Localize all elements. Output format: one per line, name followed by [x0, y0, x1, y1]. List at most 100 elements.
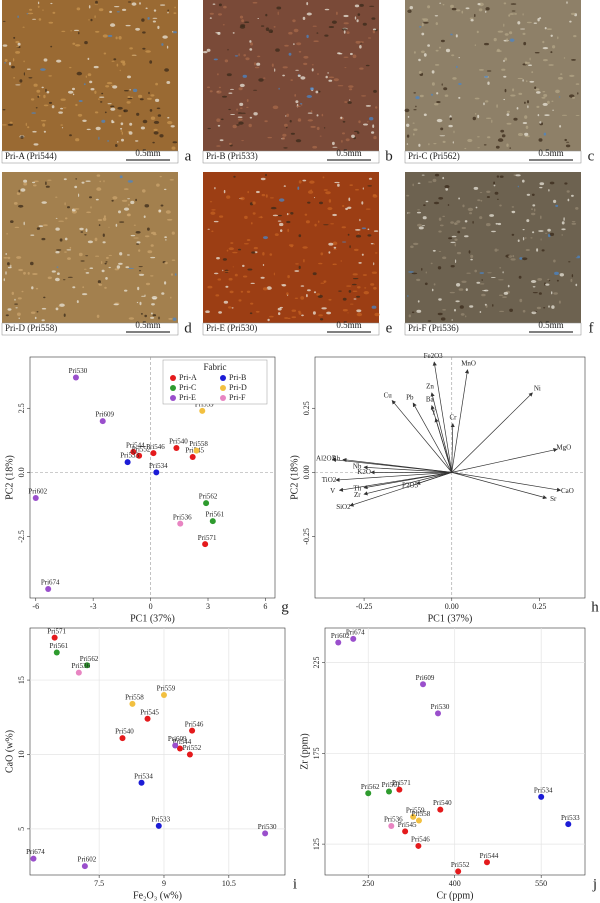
point — [565, 821, 572, 828]
grain — [312, 145, 318, 149]
grain — [451, 54, 455, 57]
grain — [282, 74, 285, 77]
grain — [458, 82, 462, 86]
y-tick-label: 0.00 — [302, 465, 311, 479]
grain — [43, 104, 49, 107]
grain — [554, 271, 559, 275]
grain — [142, 119, 148, 124]
grain — [409, 6, 413, 10]
grain — [536, 91, 541, 94]
grain — [253, 89, 258, 91]
grain — [268, 29, 273, 33]
grain — [60, 98, 66, 101]
grain — [212, 3, 216, 5]
grain — [252, 201, 256, 205]
grain — [51, 270, 56, 273]
grain — [161, 43, 164, 46]
grain — [373, 136, 377, 140]
grain — [21, 290, 24, 293]
loading-label: MgO — [556, 444, 571, 452]
grain — [171, 231, 175, 235]
grain — [555, 89, 560, 94]
grain — [417, 182, 421, 184]
grain — [314, 223, 317, 227]
grain — [216, 118, 221, 122]
grain — [450, 4, 454, 8]
grain — [72, 42, 76, 45]
grain — [467, 207, 474, 212]
grain — [228, 247, 234, 251]
grain — [425, 200, 429, 203]
grain — [442, 3, 445, 6]
grain — [238, 118, 243, 121]
grain — [107, 103, 112, 105]
grain — [135, 231, 141, 234]
grain — [438, 230, 442, 233]
x-axis-title: PC1 (37%) — [428, 613, 473, 624]
grain — [284, 44, 289, 47]
grain — [105, 85, 110, 88]
grain — [105, 277, 108, 280]
grain — [518, 92, 523, 95]
grain — [540, 215, 542, 220]
grain — [483, 144, 487, 146]
grain — [303, 62, 308, 66]
panel-letter: j — [592, 876, 597, 892]
grain — [317, 220, 320, 223]
grain — [43, 58, 48, 62]
grain — [518, 275, 522, 279]
grain — [336, 11, 338, 15]
grain — [499, 204, 502, 207]
grain — [464, 220, 468, 223]
grain — [126, 101, 131, 104]
grain — [251, 251, 256, 254]
grain — [413, 242, 419, 246]
grain — [136, 243, 140, 245]
grain — [306, 12, 312, 16]
grain — [240, 107, 243, 109]
grain — [536, 105, 540, 108]
grain — [415, 105, 417, 108]
grain — [105, 261, 108, 263]
grain — [19, 79, 23, 83]
grain — [18, 317, 20, 320]
point-label: Pri561 — [382, 781, 401, 789]
grain — [372, 28, 377, 31]
point — [365, 790, 372, 797]
grain — [509, 147, 512, 149]
grain — [269, 253, 273, 256]
grain — [512, 255, 515, 258]
grain — [553, 199, 557, 204]
grain — [216, 257, 220, 260]
grain — [23, 271, 26, 275]
grain — [346, 285, 352, 287]
grain — [337, 52, 341, 55]
grain — [452, 77, 457, 80]
grain — [550, 34, 553, 37]
grain — [238, 121, 244, 125]
grain — [170, 273, 174, 276]
point — [176, 745, 183, 752]
grain — [312, 272, 317, 276]
grain — [218, 311, 223, 314]
grain — [485, 117, 492, 120]
legend-label: Pri-D — [229, 383, 247, 392]
grain — [563, 57, 566, 59]
grain — [484, 42, 489, 46]
grain — [464, 147, 467, 150]
grain — [477, 3, 481, 6]
grain — [69, 134, 72, 137]
grain — [357, 13, 361, 16]
grain — [362, 22, 367, 26]
grain — [430, 262, 433, 265]
y-tick-label: 10 — [17, 750, 26, 758]
grain — [67, 206, 70, 209]
grain — [143, 215, 146, 218]
grain — [156, 183, 160, 187]
grain — [498, 279, 504, 281]
grain — [266, 286, 272, 290]
grain — [450, 241, 456, 244]
grain — [547, 278, 550, 281]
loading-arrow — [451, 392, 533, 473]
x-tick-label: -3 — [90, 602, 97, 611]
